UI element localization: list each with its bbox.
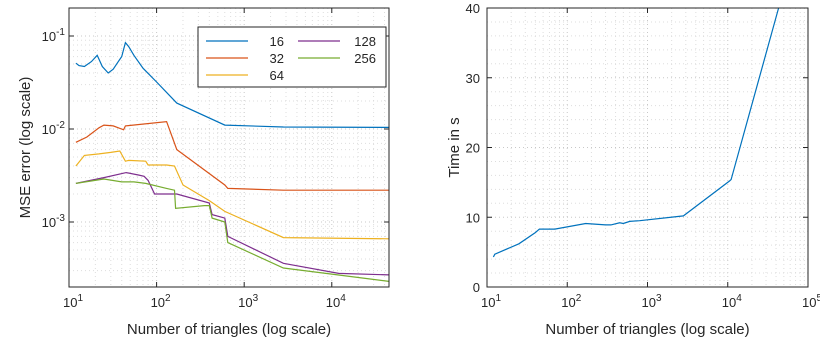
x-tick-label: 103 <box>238 293 258 310</box>
legend: 16 32 64 128 256 <box>197 26 387 88</box>
y-tick-label: 30 <box>466 71 480 86</box>
series-line-256 <box>75 178 390 282</box>
y-ticks: 10-3 10-2 10-1 <box>42 27 389 230</box>
y-axis-label: Time in s <box>446 117 463 177</box>
mse-plot: 101 102 103 104 10-3 10-2 10-1 Number of triang… <box>17 7 390 338</box>
x-axis-label: Number of triangles (log scale) <box>545 321 749 338</box>
x-tick-label: 103 <box>641 293 661 310</box>
y-ticks: 0 10 20 30 40 <box>466 1 808 295</box>
x-ticks: 101 102 103 104 <box>63 8 346 310</box>
y-axis-label: MSE error (log scale) <box>17 77 34 219</box>
y-tick-label: 10 <box>466 210 480 225</box>
x-tick-label: 102 <box>151 293 171 310</box>
legend-label-32: 32 <box>270 51 284 66</box>
y-tick-label: 10-3 <box>42 213 66 230</box>
y-tick-label: 10-2 <box>42 120 66 137</box>
series-line-0 <box>492 7 780 258</box>
x-tick-label: 102 <box>561 293 581 310</box>
y-tick-label: 20 <box>466 141 480 156</box>
x-ticks: 101 102 103 104 105 <box>481 8 820 310</box>
legend-label-64: 64 <box>270 68 284 83</box>
series-line-32 <box>75 120 389 191</box>
grid <box>486 7 809 288</box>
x-tick-label: 101 <box>481 293 501 310</box>
series-line-128 <box>75 171 390 276</box>
axes-box <box>68 7 390 288</box>
x-axis-label: Number of triangles (log scale) <box>127 321 331 338</box>
legend-label-128: 128 <box>354 34 376 49</box>
series-line-64 <box>75 150 390 240</box>
y-tick-label: 40 <box>466 1 480 16</box>
legend-label-16: 16 <box>270 34 284 49</box>
x-tick-label: 101 <box>63 293 83 310</box>
time-plot: 101 102 103 104 105 0 10 20 30 40 Number of triang… <box>446 1 820 338</box>
y-tick-label: 10-1 <box>42 27 66 44</box>
y-tick-label: 0 <box>473 280 480 295</box>
legend-box <box>197 26 387 88</box>
x-tick-label: 105 <box>802 293 820 310</box>
x-tick-label: 104 <box>326 293 346 310</box>
series-line-16 <box>75 41 390 128</box>
x-tick-label: 104 <box>722 293 742 310</box>
legend-label-256: 256 <box>354 51 376 66</box>
